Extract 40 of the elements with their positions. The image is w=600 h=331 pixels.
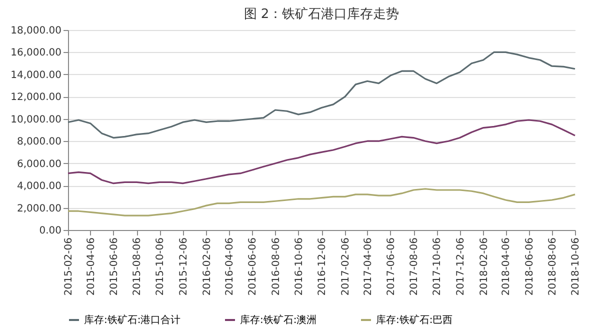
x-tick-label: 2015-06-06 bbox=[108, 238, 120, 296]
x-tick-label: 2017-04-06 bbox=[362, 238, 374, 296]
legend-label: 库存:铁矿石:澳洲 bbox=[240, 314, 317, 326]
x-tick-label: 2018-10-06 bbox=[570, 238, 582, 296]
x-tick-label: 2015-02-06 bbox=[64, 238, 74, 296]
x-tick-label: 2017-06-06 bbox=[386, 238, 397, 296]
x-tick-label: 2015-08-06 bbox=[132, 238, 144, 296]
x-tick-label: 2017-10-06 bbox=[432, 238, 444, 296]
x-tick-label: 2017-12-06 bbox=[455, 238, 466, 296]
y-tick-label: 14,000.00 bbox=[10, 70, 62, 81]
line-series bbox=[67, 51, 576, 139]
line-series bbox=[67, 119, 576, 184]
y-tick-label: 8,000.00 bbox=[16, 136, 62, 148]
x-tick-label: 2016-12-06 bbox=[317, 238, 328, 296]
y-tick-label: 18,000.00 bbox=[10, 26, 62, 36]
x-tick-label: 2016-02-06 bbox=[202, 238, 213, 296]
x-tick-label: 2018-04-06 bbox=[501, 238, 512, 296]
legend-label: 库存:铁矿石:巴西 bbox=[376, 314, 453, 326]
y-tick-label: 12,000.00 bbox=[10, 92, 62, 104]
y-tick-label: 0.00 bbox=[39, 226, 62, 236]
chart-title: 图 2：铁矿石港口库存走势 bbox=[244, 7, 400, 22]
x-tick-label: 2016-06-06 bbox=[248, 238, 259, 296]
x-tick-label: 2016-10-06 bbox=[294, 238, 305, 296]
x-tick-label: 2015-12-06 bbox=[178, 238, 190, 296]
legend-label: 库存:铁矿石:港口合计 bbox=[84, 314, 181, 326]
y-tick-label: 16,000.00 bbox=[10, 48, 62, 59]
x-tick-label: 2018-08-06 bbox=[547, 238, 558, 296]
x-tick-label: 2016-04-06 bbox=[224, 238, 236, 296]
x-tick-label: 2017-02-06 bbox=[340, 238, 352, 296]
x-tick-label: 2016-08-06 bbox=[270, 238, 282, 296]
y-tick-label: 10,000.00 bbox=[10, 114, 62, 126]
x-tick-label: 2015-10-06 bbox=[155, 238, 166, 296]
y-tick-label: 4,000.00 bbox=[16, 181, 62, 192]
line-series bbox=[67, 188, 576, 216]
x-tick-label: 2017-08-06 bbox=[409, 238, 420, 296]
y-tick-label: 2,000.00 bbox=[16, 203, 62, 214]
x-tick-label: 2018-02-06 bbox=[478, 238, 490, 296]
x-tick-label: 2018-06-06 bbox=[524, 238, 536, 296]
y-tick-label: 6,000.00 bbox=[16, 158, 62, 170]
x-tick-label: 2015-04-06 bbox=[86, 238, 97, 296]
